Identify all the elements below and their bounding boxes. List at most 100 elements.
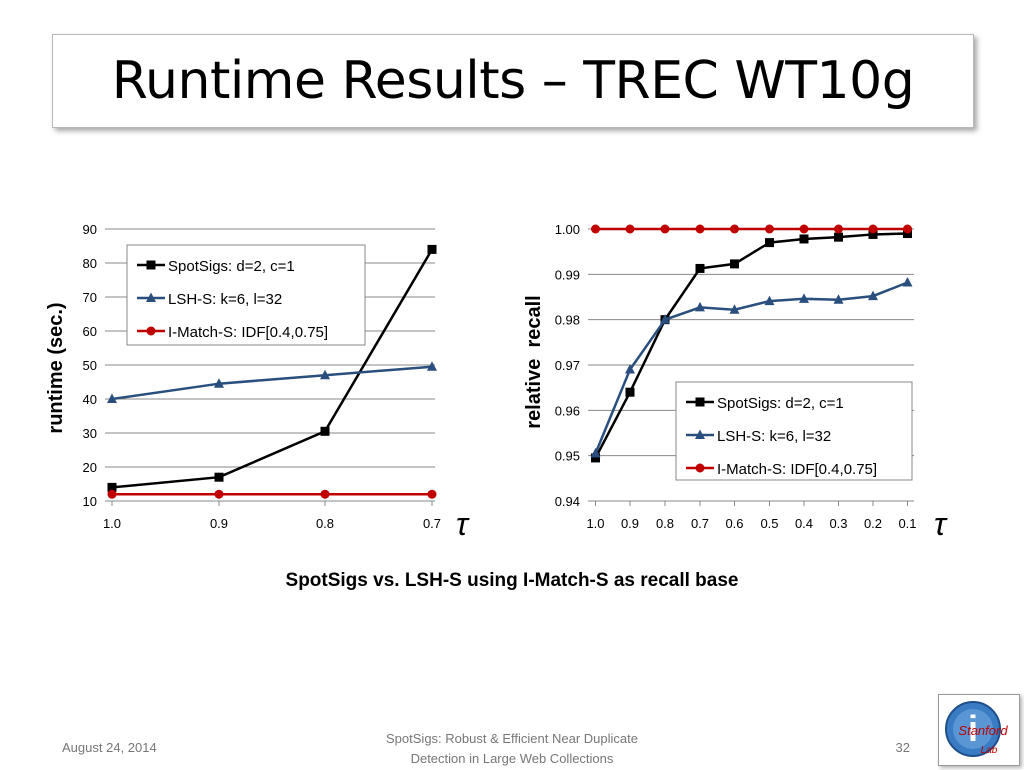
- legend-marker-imatch: [146, 326, 156, 336]
- recall-chart-legend: SpotSigs: d=2, c=1 LSH-S: k=6, l=32 I-Matc…: [675, 381, 913, 481]
- x-tick-label: 0.1: [898, 516, 916, 531]
- y-tick-label: 50: [83, 358, 97, 373]
- page-number: 32: [895, 740, 910, 755]
- data-point-spotsigs: [695, 263, 705, 273]
- data-point-spotsigs: [903, 229, 912, 239]
- data-point-spotsigs: [730, 259, 739, 269]
- x-tick-label: 0.8: [656, 516, 674, 531]
- data-point-spotsigs: [868, 229, 878, 239]
- y-tick-label: 20: [83, 460, 97, 475]
- data-point-spotsigs: [799, 234, 809, 244]
- data-point-imatch: [868, 224, 878, 234]
- series-line-spotsigs: [111, 248, 434, 489]
- y-tick-label: 60: [83, 324, 97, 339]
- data-point-lsh: [902, 276, 913, 287]
- data-point-lsh: [764, 295, 775, 306]
- y-tick-label: 90: [83, 222, 97, 237]
- runtime-y-axis-label: runtime (sec.): [45, 302, 67, 433]
- data-point-imatch: [660, 224, 670, 234]
- footer-title: SpotSigs: Robust & Efficient Near Duplic…: [340, 729, 684, 769]
- data-point-imatch: [695, 224, 705, 234]
- data-point-lsh: [695, 301, 705, 312]
- x-tick-label: 0.8: [316, 516, 334, 531]
- footer-title-line1: SpotSigs: Robust & Efficient Near Duplic…: [386, 731, 638, 746]
- data-point-lsh: [214, 378, 224, 388]
- recall-y-axis-label: relative recall: [523, 295, 545, 428]
- chart-caption: SpotSigs vs. LSH-S using I-Match-S as re…: [285, 570, 739, 591]
- y-tick-label: 0.98: [555, 313, 580, 328]
- x-tick-label: 1.0: [103, 516, 121, 531]
- legend-box: [675, 381, 913, 481]
- series-line-lsh: [594, 281, 908, 454]
- data-point-spotsigs: [107, 482, 117, 492]
- data-point-spotsigs: [591, 453, 600, 463]
- x-tick-label: 0.5: [760, 516, 778, 531]
- data-point-spotsigs: [320, 426, 330, 436]
- data-point-spotsigs: [214, 472, 224, 482]
- legend-label-lsh: LSH-S: k=6, l=32: [168, 291, 282, 308]
- data-point-imatch: [799, 224, 809, 234]
- data-point-imatch: [107, 489, 117, 499]
- svg-text:Stanford: Stanford: [958, 723, 1008, 738]
- y-tick-label: 40: [83, 392, 97, 407]
- recall-chart-series: [590, 224, 913, 463]
- y-tick-label: 10: [83, 494, 97, 509]
- legend-marker-spotsigs: [695, 397, 705, 407]
- data-point-lsh: [868, 290, 878, 301]
- footer-date: August 24, 2014: [62, 740, 157, 755]
- x-tick-label: 0.7: [691, 516, 709, 531]
- data-point-lsh: [833, 294, 844, 304]
- x-tick-label: 0.2: [864, 516, 882, 531]
- y-tick-label: 0.97: [555, 358, 580, 373]
- y-tick-label: 0.95: [555, 449, 580, 464]
- recall-x-axis-label: τ: [934, 506, 948, 542]
- legend-marker-spotsigs: [146, 260, 156, 270]
- slide-title: Runtime Results – TREC WT10g: [111, 51, 915, 111]
- data-point-imatch: [625, 224, 635, 234]
- x-tick-label: 0.7: [423, 516, 441, 531]
- data-point-imatch: [730, 224, 739, 234]
- legend-label-spotsigs: SpotSigs: d=2, c=1: [717, 395, 844, 412]
- data-point-lsh: [799, 293, 809, 303]
- stanford-lab-logo: i Stanford Lab: [938, 694, 1020, 766]
- y-tick-label: 0.99: [555, 267, 580, 282]
- data-point-imatch: [903, 224, 912, 234]
- x-tick-label: 0.9: [621, 516, 639, 531]
- x-tick-label: 0.9: [210, 516, 228, 531]
- data-point-imatch: [765, 224, 774, 234]
- runtime-x-axis-label: τ: [456, 506, 470, 542]
- runtime-chart-legend: SpotSigs: d=2, c=1 LSH-S: k=6, l=32 I-Matc…: [126, 244, 366, 346]
- y-tick-label: 1.00: [555, 222, 580, 237]
- y-tick-label: 70: [83, 290, 97, 305]
- svg-text:Lab: Lab: [981, 745, 998, 756]
- x-tick-label: 0.3: [829, 516, 847, 531]
- legend-label-imatch: I-Match-S: IDF[0.4,0.75]: [717, 461, 877, 478]
- legend-label-spotsigs: SpotSigs: d=2, c=1: [168, 258, 295, 275]
- data-point-imatch: [591, 224, 600, 234]
- y-tick-label: 0.94: [555, 494, 580, 509]
- legend-box: [126, 244, 366, 346]
- data-point-spotsigs: [625, 387, 635, 397]
- data-point-spotsigs: [427, 244, 437, 254]
- data-point-imatch: [427, 489, 437, 499]
- x-tick-label: 1.0: [586, 516, 604, 531]
- data-point-spotsigs: [834, 232, 843, 242]
- svg-text:i: i: [968, 708, 978, 749]
- y-tick-label: 80: [83, 256, 97, 271]
- legend-marker-lsh: [695, 429, 705, 439]
- legend-label-imatch: I-Match-S: IDF[0.4,0.75]: [168, 324, 328, 341]
- data-point-lsh: [660, 314, 670, 324]
- data-point-lsh: [107, 393, 117, 403]
- series-line-spotsigs: [594, 232, 908, 459]
- x-tick-label: 0.4: [795, 516, 813, 531]
- runtime-chart-series: [107, 244, 437, 499]
- series-line-lsh: [111, 365, 433, 401]
- data-point-imatch: [214, 489, 224, 499]
- y-tick-label: 0.96: [555, 403, 580, 418]
- title-box: Runtime Results – TREC WT10g: [52, 34, 974, 128]
- recall-chart-axes: 0.94 0.95 0.96 0.97 0.98 0.99 1.00 1.0 0.9 0.8 0.7…: [555, 222, 917, 531]
- runtime-chart-axes: 10 20 30 40 50 60 70 80 90 1.0 0.9 0.8 0.7: [83, 222, 442, 531]
- y-tick-label: 30: [83, 426, 97, 441]
- legend-label-lsh: LSH-S: k=6, l=32: [717, 428, 831, 445]
